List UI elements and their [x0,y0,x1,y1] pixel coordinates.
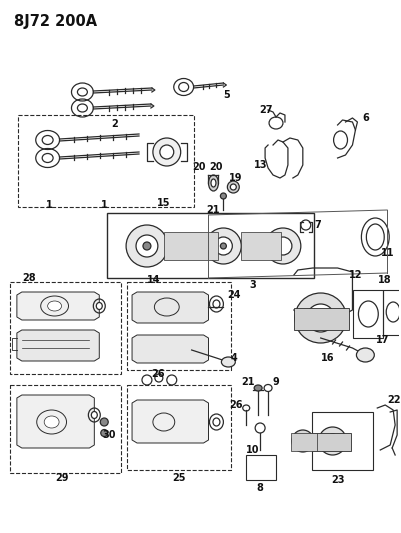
Ellipse shape [306,304,334,332]
Ellipse shape [100,418,108,426]
Polygon shape [17,395,94,448]
Ellipse shape [77,104,87,112]
Ellipse shape [264,228,300,264]
Ellipse shape [273,237,291,255]
Bar [164,232,218,260]
Bar [10,282,121,374]
Text: 19: 19 [228,173,241,183]
Bar [10,385,121,473]
Bar [293,308,348,330]
Bar [311,433,350,451]
Ellipse shape [365,224,383,250]
Text: 8J72 200A: 8J72 200A [14,14,97,29]
Ellipse shape [160,145,173,159]
Text: 14: 14 [147,275,160,285]
Ellipse shape [126,225,167,267]
Ellipse shape [143,242,150,250]
Text: 22: 22 [387,395,400,405]
Ellipse shape [220,243,226,249]
Ellipse shape [329,438,335,444]
Ellipse shape [214,237,232,255]
Ellipse shape [48,301,61,311]
Text: 26: 26 [150,369,164,379]
Text: 25: 25 [172,473,185,483]
Ellipse shape [213,300,219,308]
Polygon shape [17,292,99,320]
Ellipse shape [205,228,241,264]
Ellipse shape [297,435,308,447]
Text: 24: 24 [227,290,241,300]
Text: 10: 10 [246,445,259,455]
Text: 4: 4 [230,353,237,363]
Ellipse shape [44,416,59,428]
Text: 13: 13 [254,160,267,170]
Ellipse shape [208,175,218,191]
Ellipse shape [42,135,53,144]
Ellipse shape [356,348,373,362]
Polygon shape [132,335,208,363]
Ellipse shape [227,181,239,193]
Text: 12: 12 [348,270,361,280]
Ellipse shape [221,357,235,367]
Ellipse shape [230,184,236,190]
Bar [107,213,313,278]
Text: 21: 21 [206,205,220,215]
Text: 3: 3 [249,280,256,290]
Text: 15: 15 [157,198,170,208]
Ellipse shape [42,154,53,163]
Ellipse shape [178,83,188,92]
Bar [127,282,231,370]
Ellipse shape [220,193,226,199]
Text: 27: 27 [259,105,272,115]
Text: 20: 20 [209,162,223,172]
Text: 1: 1 [101,200,107,210]
Ellipse shape [213,418,219,426]
Text: 28: 28 [22,273,35,283]
Text: 1: 1 [46,200,53,210]
Bar [311,412,373,470]
Text: 21: 21 [241,377,254,387]
Text: 18: 18 [377,275,391,285]
Bar [127,385,231,470]
Text: 2: 2 [111,119,117,129]
Ellipse shape [96,303,102,310]
Text: 26: 26 [229,400,243,410]
Ellipse shape [253,385,261,391]
Text: 29: 29 [55,473,68,483]
Text: 30: 30 [102,430,115,440]
Text: 8: 8 [256,483,263,493]
Polygon shape [132,292,208,323]
Bar [352,290,382,338]
Text: 20: 20 [191,162,205,172]
Bar [241,232,280,260]
Bar [290,433,316,451]
Text: 6: 6 [361,113,368,123]
Ellipse shape [77,88,87,96]
Text: 11: 11 [379,248,393,258]
Bar [18,115,193,207]
Ellipse shape [325,434,339,448]
Text: 7: 7 [314,220,320,230]
Text: 23: 23 [330,475,344,485]
Ellipse shape [291,430,313,452]
Text: 16: 16 [320,353,334,363]
Ellipse shape [211,179,215,187]
Polygon shape [17,330,99,361]
Ellipse shape [91,411,97,418]
Text: 5: 5 [223,90,229,100]
Ellipse shape [315,313,325,323]
Text: 9: 9 [272,377,279,387]
Text: 17: 17 [375,335,388,345]
Ellipse shape [294,293,346,343]
Ellipse shape [318,427,346,455]
Ellipse shape [101,430,107,437]
Ellipse shape [136,235,158,257]
Bar [382,290,401,335]
Polygon shape [132,400,208,443]
Bar [246,455,275,480]
Ellipse shape [152,138,180,166]
